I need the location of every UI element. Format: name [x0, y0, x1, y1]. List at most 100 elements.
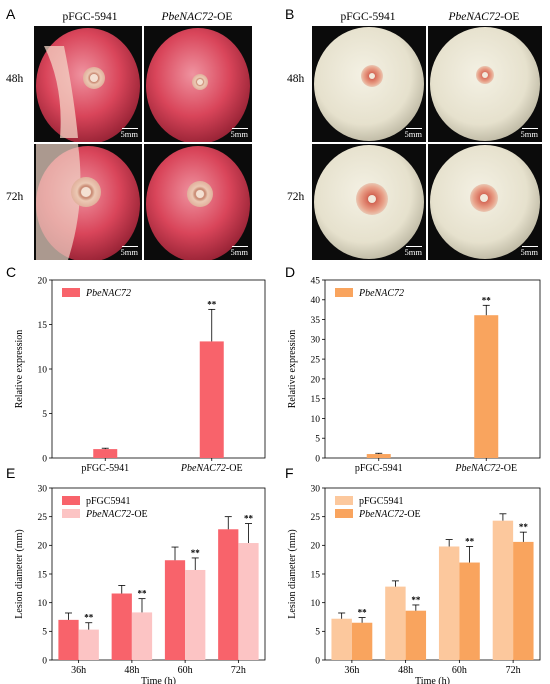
- y-tick-label: 40: [311, 296, 321, 306]
- bar: [385, 586, 406, 660]
- category-suffix: -OE: [500, 463, 517, 474]
- category-text: 36h: [71, 665, 86, 676]
- x-tick-label: 36h: [344, 665, 359, 676]
- y-tick-label: 0: [42, 454, 47, 464]
- bar: [438, 546, 460, 660]
- legend-label: PbeNAC72-OE: [358, 509, 421, 520]
- bar: [331, 618, 352, 660]
- y-tick-label: 20: [311, 375, 321, 385]
- panel-letter-c: C: [6, 264, 17, 280]
- significance-mark: **: [207, 299, 217, 309]
- x-tick-label: 72h: [231, 665, 246, 676]
- legend-swatch: [62, 288, 80, 297]
- y-tick-label: 5: [315, 628, 320, 638]
- photo-a-control-48h: 5mm: [34, 26, 142, 142]
- x-tick-label: 36h: [71, 665, 86, 676]
- x-tick-label: 48h: [398, 665, 413, 676]
- scale-bar: 5mm: [520, 246, 538, 257]
- white-apple-image: [312, 26, 426, 142]
- scale-bar: 5mm: [520, 128, 538, 139]
- legend-swatch: [335, 288, 353, 297]
- x-tick-label: 60h: [452, 665, 467, 676]
- x-tick-label: PbeNAC72-OE: [180, 463, 243, 474]
- y-tick-label: 0: [315, 656, 320, 666]
- chart-f: 0 5 10 15 20 25 30 Lesion diameter (mm) Time (h)…: [277, 470, 550, 684]
- x-tick-label: 60h: [178, 665, 193, 676]
- legend-swatch: [335, 509, 353, 518]
- category-text: 60h: [452, 665, 467, 676]
- bar: [405, 610, 427, 660]
- category-text: pFGC-5941: [355, 463, 403, 474]
- chart-d: 0 5 10 15 20 25 30 35 40 45 Relative expression pFG…: [277, 264, 550, 476]
- bar: [93, 449, 118, 458]
- chart-svg-f: 0 5 10 15 20 25 30 Lesion diameter (mm) Time (h)…: [287, 484, 541, 684]
- bar: [238, 543, 259, 660]
- y-tick-label: 15: [38, 570, 48, 580]
- category-text: 48h: [398, 665, 413, 676]
- scale-bar: 5mm: [230, 246, 248, 257]
- bar: [474, 315, 499, 458]
- scale-bar: 5mm: [404, 128, 422, 139]
- photo-a-oe-72h: 5mm: [144, 144, 252, 260]
- category-suffix: -OE: [226, 463, 243, 474]
- photo-b-oe-48h: 5mm: [428, 26, 542, 142]
- y-tick-label: 10: [311, 599, 321, 609]
- x-tick-label: pFGC-5941: [81, 463, 129, 474]
- category-text: 48h: [124, 665, 139, 676]
- bar: [111, 593, 132, 660]
- legend-swatch: [62, 496, 80, 505]
- y-tick-label: 45: [311, 276, 321, 286]
- panel-a-col-head-oe: PbeNAC72-OE: [145, 11, 249, 23]
- panel-letter-a: A: [6, 6, 16, 22]
- panel-b-row-label-48h: 48h: [287, 73, 305, 85]
- legend-swatch: [62, 509, 80, 518]
- x-tick-label: 48h: [124, 665, 139, 676]
- panel-a-row-label-48h: 48h: [6, 73, 24, 85]
- bar: [459, 562, 480, 660]
- legend-label: PbeNAC72-OE: [85, 509, 148, 520]
- bar: [185, 569, 206, 660]
- legend-swatch: [335, 496, 353, 505]
- bar: [131, 612, 153, 660]
- panel-letter-d: D: [285, 264, 296, 280]
- plot-frame: [324, 279, 541, 459]
- legend-suffix: -OE: [404, 509, 421, 520]
- photo-b-oe-72h: 5mm: [428, 144, 542, 260]
- significance-mark: **: [244, 514, 254, 524]
- red-apple-image: [144, 26, 252, 142]
- y-tick-label: 20: [311, 542, 321, 552]
- y-tick-label: 10: [38, 599, 48, 609]
- scale-bar: 5mm: [404, 246, 422, 257]
- bar: [218, 529, 239, 660]
- y-axis-label: Relative expression: [287, 330, 298, 409]
- panel-letter-e: E: [6, 465, 16, 481]
- panel-a-row-label-72h: 72h: [6, 191, 24, 203]
- y-tick-label: 15: [38, 321, 48, 331]
- panel-b-row-label-72h: 72h: [287, 191, 305, 203]
- photo-a-oe-48h: 5mm: [144, 26, 252, 142]
- y-tick-label: 30: [38, 484, 48, 494]
- x-tick-label: 72h: [506, 665, 521, 676]
- bar: [513, 541, 534, 660]
- y-axis-label: Relative expression: [14, 330, 25, 409]
- y-tick-label: 35: [311, 316, 321, 326]
- panel-letter-f: F: [285, 465, 294, 481]
- significance-mark: **: [358, 608, 368, 618]
- y-axis-label: Lesion diameter (mm): [14, 529, 25, 618]
- y-tick-label: 10: [38, 365, 48, 375]
- category-text: 72h: [506, 665, 521, 676]
- y-tick-label: 25: [311, 356, 321, 366]
- legend-label: pFGC5941: [359, 496, 403, 507]
- scale-bar: 5mm: [120, 246, 138, 257]
- significance-mark: **: [191, 548, 201, 558]
- scale-bar: 5mm: [230, 128, 248, 139]
- category-text: 60h: [178, 665, 193, 676]
- significance-mark: **: [519, 522, 529, 532]
- legend-label: pFGC5941: [86, 496, 130, 507]
- bar: [351, 622, 373, 660]
- y-tick-label: 30: [311, 336, 321, 346]
- category-gene: PbeNAC72: [454, 463, 500, 474]
- y-tick-label: 0: [42, 656, 47, 666]
- bar: [164, 560, 186, 660]
- panel-a-col-head-control: pFGC-5941: [62, 11, 118, 23]
